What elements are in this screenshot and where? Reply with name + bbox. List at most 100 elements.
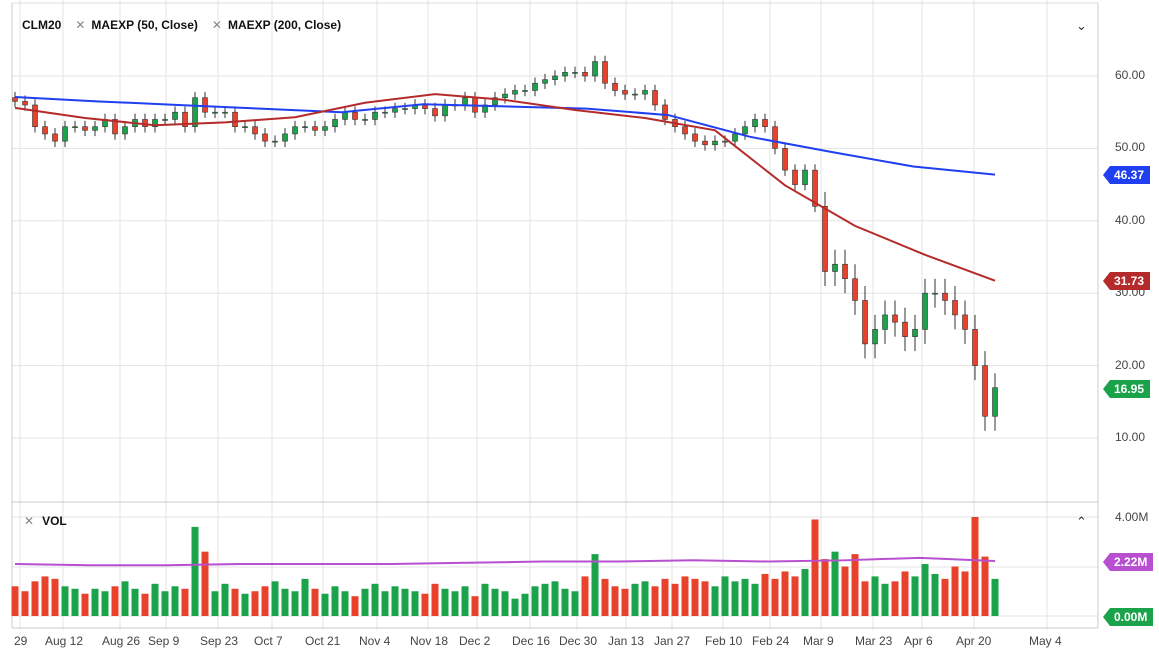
candle xyxy=(932,292,938,295)
remove-ma50-icon[interactable]: ✕ xyxy=(75,18,86,32)
volume-bar xyxy=(661,578,669,616)
candle xyxy=(252,126,258,135)
volume-bar xyxy=(551,581,559,616)
candle xyxy=(892,314,898,323)
volume-bar xyxy=(871,576,879,616)
candle xyxy=(982,365,988,417)
volume-bar xyxy=(431,583,439,616)
candle xyxy=(332,119,338,127)
volume-bar xyxy=(491,588,499,616)
volume-bar xyxy=(881,583,889,616)
x-tick-label: Dec 30 xyxy=(559,634,598,648)
x-tick-label: Apr 6 xyxy=(904,634,933,648)
volume-bar xyxy=(951,566,959,616)
volume-bar xyxy=(541,583,549,616)
legend-symbol: CLM20 xyxy=(22,18,62,32)
volume-badge: 0.00M xyxy=(1102,608,1154,626)
volume-bar xyxy=(591,554,599,616)
volume-bar xyxy=(521,593,529,616)
volume-bar xyxy=(931,573,939,616)
remove-ma200-icon[interactable]: ✕ xyxy=(211,18,222,32)
volume-bar xyxy=(691,578,699,616)
x-tick-label: Mar 23 xyxy=(855,634,893,648)
y-tick-label: 60.00 xyxy=(1115,68,1146,82)
volume-bar xyxy=(921,564,929,616)
candle xyxy=(772,126,778,149)
volume-bar xyxy=(801,568,809,616)
x-tick-label: Sep 9 xyxy=(148,634,180,648)
volume-bar xyxy=(941,578,949,616)
volume-bar xyxy=(461,586,469,616)
volume-bar xyxy=(441,588,449,616)
volume-bar xyxy=(821,559,829,616)
volume-bar xyxy=(751,583,759,616)
volume-bar xyxy=(241,593,249,616)
x-tick-label: 29 xyxy=(14,634,28,648)
volume-bar xyxy=(841,566,849,616)
x-tick-label: Feb 10 xyxy=(705,634,743,648)
volume-bar xyxy=(971,517,979,616)
volume-bar xyxy=(301,578,309,616)
volume-bar xyxy=(401,588,409,616)
candle xyxy=(622,90,628,95)
volume-bar xyxy=(651,586,659,616)
candle xyxy=(182,111,188,127)
ma200-price-badge: 46.37 xyxy=(1102,166,1151,184)
candle xyxy=(312,126,318,131)
x-tick-label: Oct 7 xyxy=(254,634,283,648)
x-tick-label: Aug 12 xyxy=(45,634,84,648)
candle xyxy=(32,104,38,127)
candle xyxy=(722,140,728,143)
candle xyxy=(552,75,558,80)
volume-bar xyxy=(611,586,619,616)
candle xyxy=(732,133,738,142)
volume-bar xyxy=(11,586,19,616)
volume-bar xyxy=(631,583,639,616)
volume-bar xyxy=(371,583,379,616)
candle xyxy=(972,329,978,366)
candle xyxy=(802,169,808,185)
remove-vol-icon[interactable]: ✕ xyxy=(24,514,35,528)
candle xyxy=(362,119,368,121)
x-tick-label: Aug 26 xyxy=(102,634,141,648)
candle xyxy=(592,61,598,77)
volume-bar xyxy=(341,591,349,616)
candle xyxy=(402,108,408,110)
volume-bar xyxy=(91,588,99,616)
candle xyxy=(572,72,578,74)
volume-bar xyxy=(851,554,859,616)
ma50-price-badge: 31.73 xyxy=(1102,272,1151,290)
ma50-line xyxy=(14,93,996,282)
volume-bar xyxy=(101,591,109,616)
volume-bar xyxy=(171,586,179,616)
volume-bar xyxy=(861,581,869,616)
last-price-badge: 16.95 xyxy=(1102,380,1151,398)
volume-bar xyxy=(151,583,159,616)
candle xyxy=(922,292,928,330)
x-tick-label: Nov 18 xyxy=(410,634,449,648)
candle xyxy=(12,97,18,102)
candle xyxy=(862,300,868,345)
candle xyxy=(342,111,348,120)
candle xyxy=(762,119,768,127)
x-tick-label: Feb 24 xyxy=(752,634,790,648)
y-tick-label: 20.00 xyxy=(1115,357,1146,372)
candle xyxy=(262,133,268,142)
chevron-up-icon[interactable]: ⌃ xyxy=(1076,514,1087,529)
volume-bar xyxy=(231,588,239,616)
x-tick-label: Dec 2 xyxy=(459,634,491,648)
candle xyxy=(652,90,658,106)
candle xyxy=(522,90,528,92)
candle xyxy=(942,292,948,301)
volume-bar xyxy=(781,571,789,616)
volume-bar xyxy=(331,586,339,616)
volume-bar xyxy=(481,583,489,616)
candle xyxy=(222,111,228,114)
chevron-down-icon[interactable]: ⌄ xyxy=(1076,18,1087,33)
candle xyxy=(42,126,48,135)
candle xyxy=(812,169,818,207)
vol-axis-label: 4.00M xyxy=(1115,510,1149,524)
candle xyxy=(442,104,448,117)
candle xyxy=(712,140,718,146)
candle xyxy=(582,72,588,77)
